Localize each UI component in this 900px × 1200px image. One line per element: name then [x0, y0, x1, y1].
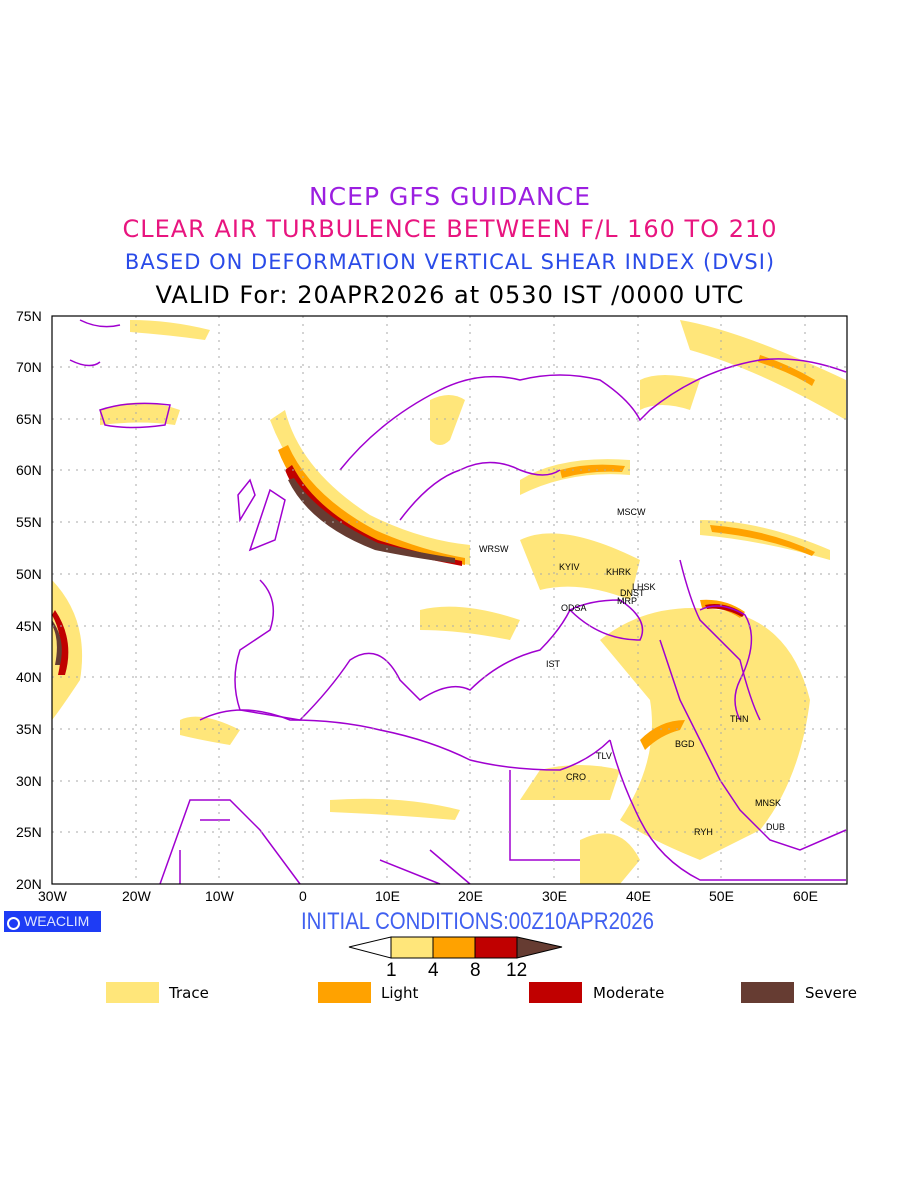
- grid: [52, 316, 847, 884]
- city-label: MNSK: [755, 798, 781, 808]
- lat-label: 45N: [16, 618, 42, 634]
- city-labels: MSCW WRSW KYIV KHRK LHSK DNST MRP ODSA I…: [479, 507, 785, 837]
- coastlines: [69, 319, 847, 885]
- colorbar: [348, 936, 563, 959]
- title-line-2: CLEAR AIR TURBULENCE BETWEEN F/L 160 TO …: [122, 215, 778, 243]
- title-line-1: NCEP GFS GUIDANCE: [308, 182, 591, 211]
- lat-label: 50N: [16, 566, 42, 582]
- lon-label: 30W: [38, 888, 67, 904]
- city-label: KHRK: [606, 567, 631, 577]
- turbulence-trace: [52, 320, 846, 884]
- city-label: DNST: [620, 588, 645, 598]
- city-label: RYH: [694, 827, 713, 837]
- lat-label: 20N: [16, 876, 42, 892]
- lat-label: 40N: [16, 669, 42, 685]
- colorbar-tick: 1: [386, 960, 397, 981]
- legend-label: Moderate: [593, 984, 665, 1002]
- lat-label: 65N: [16, 411, 42, 427]
- city-label: MRP: [617, 596, 637, 606]
- map-frame: [51, 315, 848, 885]
- lat-label: 30N: [16, 773, 42, 789]
- title-line-3: BASED ON DEFORMATION VERTICAL SHEAR INDE…: [124, 250, 776, 274]
- legend-label: Trace: [169, 984, 209, 1002]
- lat-label: 55N: [16, 514, 42, 530]
- city-label: TLV: [596, 751, 612, 761]
- copyright-icon: [7, 917, 20, 930]
- lat-label: 35N: [16, 721, 42, 737]
- city-label: BGD: [675, 739, 695, 749]
- legend-swatch-severe: [741, 982, 794, 1003]
- logo-text: WEACLIM: [24, 913, 90, 929]
- lat-label: 25N: [16, 824, 42, 840]
- city-label: THN: [730, 714, 749, 724]
- colorbar-tick: 12: [506, 960, 528, 981]
- city-label: IST: [546, 659, 561, 669]
- lon-label: 10E: [375, 888, 400, 904]
- city-label: ODSA: [561, 603, 587, 613]
- colorbar-tick: 4: [428, 960, 439, 981]
- lon-label: 50E: [709, 888, 734, 904]
- lon-label: 0: [299, 888, 307, 904]
- lon-label: 10W: [205, 888, 234, 904]
- city-label: WRSW: [479, 544, 509, 554]
- legend-label: Severe: [805, 984, 857, 1002]
- lon-label: 40E: [626, 888, 651, 904]
- lat-label: 60N: [16, 462, 42, 478]
- lat-label: 70N: [16, 359, 42, 375]
- lon-label: 20W: [122, 888, 151, 904]
- legend-label: Light: [381, 984, 419, 1002]
- city-label: LHSK: [632, 582, 656, 592]
- colorbar-tick: 8: [470, 960, 481, 981]
- legend-swatch-moderate: [529, 982, 582, 1003]
- legend-swatch-light: [318, 982, 371, 1003]
- legend-swatch-trace: [106, 982, 159, 1003]
- initial-conditions: INITIAL CONDITIONS:00Z10APR2026: [301, 908, 654, 935]
- lon-label: 30E: [542, 888, 567, 904]
- weaclim-logo: WEACLIM: [4, 911, 101, 932]
- city-label: MSCW: [617, 507, 646, 517]
- lat-label: 75N: [16, 308, 42, 324]
- city-label: CRO: [566, 772, 586, 782]
- city-label: DUB: [766, 822, 785, 832]
- valid-time: VALID For: 20APR2026 at 0530 IST /0000 U…: [155, 281, 745, 309]
- lon-label: 60E: [793, 888, 818, 904]
- city-label: KYIV: [559, 562, 580, 572]
- turbulence-severe: [52, 478, 455, 665]
- lon-label: 20E: [458, 888, 483, 904]
